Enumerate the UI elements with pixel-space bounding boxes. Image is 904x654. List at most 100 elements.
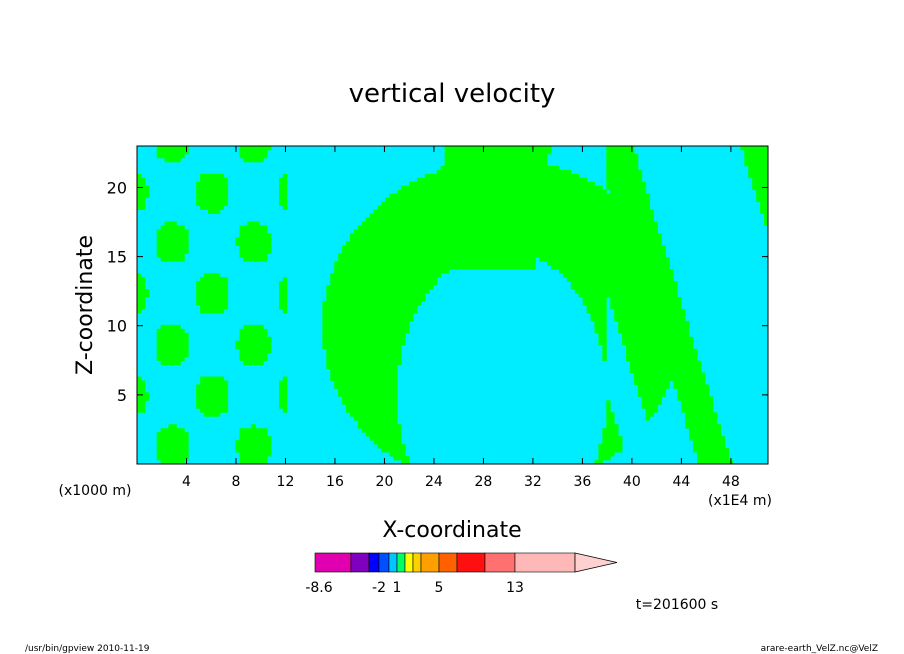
contour-cell-positive: [633, 368, 639, 373]
contour-cell-positive: [397, 269, 402, 274]
contour-cell-positive: [578, 185, 584, 191]
contour-cell-positive: [346, 344, 351, 350]
contour-cell-positive: [259, 360, 264, 366]
contour-cell-positive: [645, 356, 651, 362]
contour-cell-positive: [361, 308, 367, 314]
contour-cell-positive: [598, 233, 603, 238]
contour-cell-positive: [464, 217, 469, 222]
contour-cell-positive: [330, 297, 335, 302]
contour-cell-positive: [365, 404, 371, 409]
contour-cell-positive: [200, 396, 205, 401]
contour-cell-positive: [645, 205, 651, 210]
contour-cell-positive: [495, 189, 501, 195]
contour-cell-positive: [562, 197, 568, 203]
contour-cell-positive: [196, 293, 201, 298]
colorbar-segment: [438, 552, 458, 573]
contour-cell-positive: [373, 209, 378, 214]
contour-cell-positive: [428, 197, 434, 203]
contour-cell-positive: [389, 408, 394, 413]
contour-cell-positive: [342, 388, 347, 393]
contour-cell-positive: [499, 197, 505, 203]
contour-cell-positive: [527, 181, 532, 187]
contour-cell-positive: [373, 312, 378, 318]
contour-cell-positive: [697, 368, 702, 373]
contour-cell-positive: [570, 221, 576, 226]
contour-cell-positive: [200, 408, 205, 413]
contour-cell-positive: [211, 392, 217, 397]
contour-cell-positive: [259, 432, 264, 437]
contour-cell-positive: [282, 384, 288, 389]
contour-cell-positive: [357, 408, 363, 413]
contour-cell-positive: [626, 225, 631, 230]
contour-cell-positive: [346, 265, 351, 270]
contour-cell-positive: [207, 189, 213, 195]
contour-cell-positive: [338, 372, 343, 377]
contour-cell-positive: [697, 428, 702, 433]
contour-cell-positive: [645, 408, 651, 413]
contour-cell-positive: [401, 233, 406, 238]
contour-cell-positive: [464, 169, 469, 175]
contour-cell-positive: [353, 340, 359, 346]
contour-cell-positive: [357, 257, 363, 262]
contour-cell-positive: [633, 177, 639, 183]
contour-cell-positive: [401, 285, 406, 290]
contour-cell-positive: [527, 193, 532, 199]
contour-cell-positive: [420, 281, 426, 286]
contour-cell-positive: [357, 412, 363, 417]
contour-cell-positive: [448, 257, 453, 262]
contour-cell-positive: [633, 217, 639, 222]
contour-cell-positive: [357, 364, 363, 369]
contour-cell-positive: [200, 185, 205, 191]
contour-cell-positive: [353, 316, 359, 322]
contour-cell-positive: [610, 452, 615, 457]
contour-cell-positive: [377, 229, 382, 234]
contour-cell-positive: [413, 281, 418, 286]
contour-cell-positive: [444, 229, 449, 234]
contour-cell-positive: [657, 245, 662, 250]
contour-cell-positive: [278, 404, 284, 409]
contour-cell-positive: [204, 201, 209, 207]
contour-cell-positive: [594, 297, 599, 302]
contour-cell-positive: [566, 257, 572, 262]
contour-cell-positive: [381, 241, 386, 246]
contour-cell-positive: [598, 249, 603, 254]
contour-cell-positive: [491, 245, 497, 250]
contour-cell-positive: [377, 376, 382, 381]
contour-cell-positive: [409, 277, 414, 282]
contour-cell-positive: [531, 185, 536, 191]
contour-cell-positive: [389, 444, 394, 449]
contour-cell-positive: [480, 149, 485, 155]
contour-cell-positive: [428, 241, 434, 246]
contour-cell-positive: [263, 146, 268, 151]
contour-cell-positive: [626, 153, 631, 159]
contour-cell-positive: [700, 408, 706, 413]
contour-cell-positive: [578, 241, 584, 246]
contour-cell-positive: [590, 209, 595, 214]
contour-cell-positive: [377, 380, 382, 385]
contour-cell-positive: [697, 384, 702, 389]
contour-cell-positive: [673, 320, 678, 326]
contour-cell-positive: [349, 308, 355, 314]
contour-cell-positive: [361, 352, 367, 358]
contour-cell-positive: [365, 269, 371, 274]
contour-cell-positive: [507, 221, 513, 226]
contour-cell-positive: [558, 169, 564, 175]
contour-cell-positive: [338, 289, 343, 294]
contour-cell-positive: [207, 197, 213, 203]
contour-cell-positive: [180, 328, 185, 334]
contour-cell-positive: [523, 146, 528, 151]
contour-cell-positive: [204, 308, 209, 314]
contour-cell-positive: [594, 273, 599, 278]
contour-cell-positive: [401, 312, 406, 318]
contour-cell-positive: [602, 249, 607, 254]
contour-cell-positive: [764, 165, 768, 171]
contour-cell-positive: [338, 368, 343, 373]
contour-cell-positive: [582, 253, 587, 258]
contour-cell-positive: [207, 297, 213, 302]
contour-cell-positive: [590, 233, 595, 238]
contour-cell-positive: [645, 336, 651, 342]
contour-cell-positive: [460, 265, 465, 270]
contour-cell-positive: [665, 368, 670, 373]
contour-cell-positive: [168, 424, 173, 429]
contour-cell-positive: [720, 448, 726, 453]
